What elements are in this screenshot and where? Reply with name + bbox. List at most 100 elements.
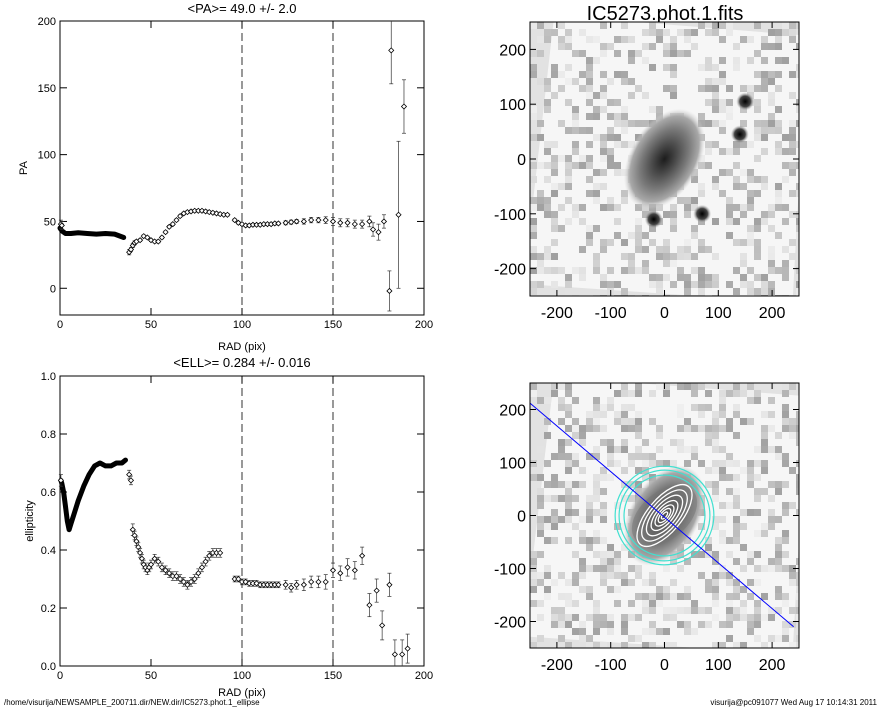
img-noise-pixel — [586, 57, 593, 64]
con-noise-pixel — [607, 460, 614, 467]
img-noise-pixel — [537, 36, 544, 43]
img-noise-pixel — [670, 85, 677, 92]
con-noise-pixel — [558, 383, 565, 390]
con-noise-pixel — [551, 607, 558, 614]
img-noise-pixel — [733, 162, 740, 169]
con-noise-pixel — [677, 607, 684, 614]
con-noise-pixel — [712, 642, 719, 648]
con-noise-pixel — [740, 607, 747, 614]
con-noise-pixel — [600, 411, 607, 418]
img-noise-pixel — [635, 85, 642, 92]
img-noise-pixel — [712, 106, 719, 113]
con-noise-pixel — [579, 635, 586, 642]
img-noise-pixel — [628, 92, 635, 99]
con-noise-pixel — [593, 628, 600, 635]
con-noise-pixel — [621, 383, 628, 390]
con-noise-pixel — [677, 551, 684, 558]
con-noise-pixel — [740, 586, 747, 593]
img-xtick-label: -100 — [595, 305, 627, 322]
con-noise-pixel — [719, 537, 726, 544]
img-noise-pixel — [719, 169, 726, 176]
con-noise-pixel — [600, 474, 607, 481]
img-noise-pixel — [593, 190, 600, 197]
image-marks: -200 -100 0 100 200 -200 -100 0 100 200 — [494, 21, 800, 322]
con-noise-pixel — [733, 390, 740, 397]
img-noise-pixel — [768, 204, 775, 211]
img-noise-pixel — [558, 36, 565, 43]
img-noise-pixel — [600, 71, 607, 78]
img-noise-pixel — [537, 281, 544, 288]
con-noise-pixel — [628, 425, 635, 432]
con-noise-pixel — [579, 586, 586, 593]
img-noise-pixel — [544, 246, 551, 253]
img-noise-pixel — [614, 141, 621, 148]
con-noise-pixel — [628, 614, 635, 621]
con-noise-pixel — [726, 460, 733, 467]
img-noise-pixel — [761, 127, 768, 134]
img-noise-pixel — [565, 127, 572, 134]
img-noise-pixel — [712, 64, 719, 71]
con-noise-pixel — [663, 607, 670, 614]
img-noise-pixel — [698, 190, 705, 197]
img-noise-pixel — [768, 43, 775, 50]
con-noise-pixel — [635, 425, 642, 432]
con-noise-pixel — [677, 411, 684, 418]
con-noise-pixel — [726, 572, 733, 579]
img-noise-pixel — [579, 267, 586, 274]
con-noise-pixel — [537, 495, 544, 502]
con-noise-pixel — [537, 530, 544, 537]
pa-data-point — [288, 219, 295, 226]
img-noise-pixel — [747, 281, 754, 288]
con-noise-pixel — [593, 418, 600, 425]
img-noise-pixel — [761, 57, 768, 64]
con-xtick-label: -200 — [541, 657, 573, 674]
con-noise-pixel — [530, 579, 537, 586]
con-noise-pixel — [761, 642, 768, 648]
img-noise-pixel — [628, 253, 635, 260]
img-noise-pixel — [768, 99, 775, 106]
img-noise-pixel — [768, 281, 775, 288]
con-noise-pixel — [712, 579, 719, 586]
con-noise-pixel — [593, 397, 600, 404]
img-noise-pixel — [558, 288, 565, 295]
con-noise-pixel — [607, 397, 614, 404]
con-noise-pixel — [768, 411, 775, 418]
con-noise-pixel — [579, 621, 586, 628]
img-noise-pixel — [726, 85, 733, 92]
img-noise-pixel — [607, 148, 614, 155]
con-noise-pixel — [712, 558, 719, 565]
img-noise-pixel — [593, 106, 600, 113]
con-noise-pixel — [712, 572, 719, 579]
con-noise-pixel — [656, 460, 663, 467]
pa-data-point — [169, 221, 176, 228]
con-noise-pixel — [544, 565, 551, 572]
img-noise-pixel — [607, 43, 614, 50]
con-noise-pixel — [565, 593, 572, 600]
pa-profile-plot: <PA>= 49.0 +/- 2.0 RAD (pix) PA 0 50 100 15… — [18, 1, 433, 353]
con-noise-pixel — [537, 488, 544, 495]
con-noise-pixel — [775, 432, 782, 439]
con-noise-pixel — [775, 593, 782, 600]
img-noise-pixel — [761, 134, 768, 141]
con-noise-pixel — [740, 418, 747, 425]
con-noise-pixel — [782, 453, 789, 460]
img-noise-pixel — [614, 232, 621, 239]
img-noise-pixel — [684, 36, 691, 43]
con-noise-pixel — [698, 460, 705, 467]
con-noise-pixel — [600, 579, 607, 586]
ell-marks: 0 50 100 150 200 0.0 0.2 0.4 0.6 0.8 1.0 — [41, 371, 433, 682]
img-noise-pixel — [726, 99, 733, 106]
img-noise-pixel — [684, 253, 691, 260]
img-noise-pixel — [712, 78, 719, 85]
img-noise-pixel — [621, 127, 628, 134]
con-noise-pixel — [719, 572, 726, 579]
con-noise-pixel — [551, 516, 558, 523]
con-noise-pixel — [593, 614, 600, 621]
img-noise-pixel — [586, 155, 593, 162]
img-noise-pixel — [705, 120, 712, 127]
img-noise-pixel — [740, 274, 747, 281]
img-noise-pixel — [698, 246, 705, 253]
con-noise-pixel — [789, 621, 796, 628]
con-noise-pixel — [600, 425, 607, 432]
img-noise-pixel — [579, 71, 586, 78]
